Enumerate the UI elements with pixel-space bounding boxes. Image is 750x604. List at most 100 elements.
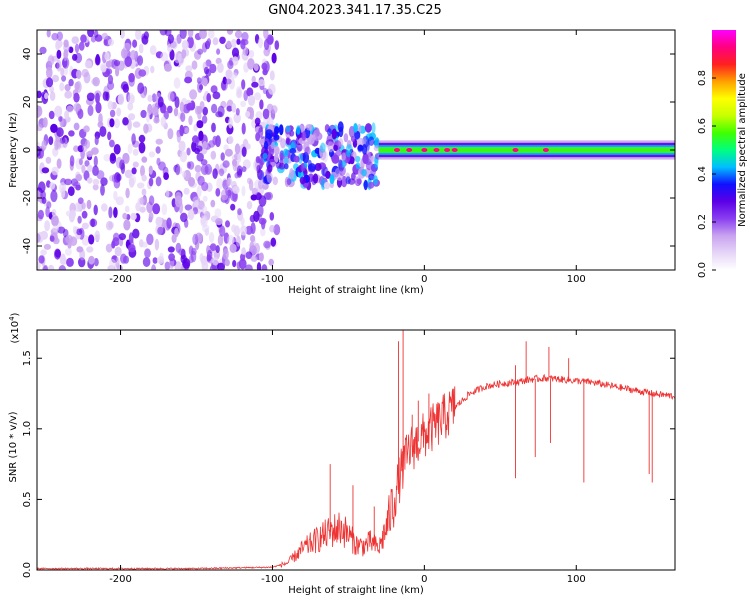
heatmap-cell [113,207,118,218]
heatmap-cell [100,64,107,73]
heatmap-cell [74,202,82,213]
heatmap-cell [113,144,121,155]
heatmap-cell [138,142,146,154]
heatmap-cell [198,130,204,141]
heatmap-cell [69,155,75,167]
heatmap-cell [137,55,144,66]
heatmap-cell [113,190,118,201]
heatmap-cell [201,115,208,124]
heatmap-cell [241,122,246,135]
x-tick-label: -200 [109,574,132,585]
heatmap-cell [231,38,237,48]
heatmap-cell [245,264,253,270]
heatmap-cell [273,153,279,163]
y-tick-label: 0.5 [22,491,33,507]
heatmap-cell [148,151,156,158]
heatmap-cell [231,103,237,113]
heatmap-cell [160,116,167,128]
heatmap-cell [119,159,125,170]
heatmap-cell [246,143,251,150]
heatmap-hotspot [421,148,428,152]
heatmap-cell [45,206,50,218]
heatmap-cell [86,92,95,102]
heatmap-cell [254,242,260,254]
heatmap-cell [234,30,243,39]
heatmap-cell [313,129,321,141]
heatmap-cell [125,187,130,199]
heatmap-cell [64,90,73,99]
heatmap-cell [331,128,337,140]
heatmap-cell [68,130,75,137]
x-tick-label: -200 [109,274,132,285]
heatmap-cell [127,102,134,111]
heatmap-cell [248,179,254,191]
heatmap-cell [226,177,231,187]
heatmap-cell [196,152,204,162]
heatmap-cell [220,152,225,161]
heatmap-cell [117,93,125,106]
heatmap-cell [56,59,62,72]
heatmap-cell [147,94,153,102]
heatmap-cell [371,122,376,134]
heatmap-cell [58,265,66,270]
heatmap-cell [92,178,100,186]
heatmap-cell [181,170,187,178]
heatmap-cell [148,177,154,187]
heatmap-cell [115,257,120,269]
heatmap-cell [227,60,234,70]
heatmap-cell [257,37,263,49]
heatmap-cell [217,62,224,73]
heatmap-cell [81,68,89,78]
heatmap-cell [72,53,78,61]
heatmap-cell [196,145,203,152]
spectrogram-ylabel: Frequency (Hz) [8,112,19,188]
heatmap-cell [209,63,217,74]
heatmap-cell [240,253,246,261]
heatmap-cell [312,173,319,184]
heatmap-cell [115,196,124,206]
y-tick-label: 0 [22,147,33,153]
heatmap-hotspot [433,148,440,152]
heatmap-cell [169,49,175,61]
heatmap-cell [37,261,41,270]
heatmap-cell [135,202,141,212]
heatmap-cell [95,92,100,104]
heatmap-cell [254,92,261,101]
heatmap-cell [155,146,161,154]
heatmap-cell [86,199,92,210]
heatmap-cell [150,65,155,74]
heatmap-cell [174,195,183,208]
heatmap-cell [118,233,127,241]
heatmap-cell [100,177,108,186]
heatmap-cell [222,248,229,260]
heatmap-cell [123,42,131,51]
heatmap-hotspot [451,148,458,152]
heatmap-cell [286,178,292,186]
heatmap-cell [184,204,193,211]
heatmap-cell [215,218,223,226]
heatmap-cell [212,135,218,146]
heatmap-cell [240,225,248,236]
heatmap-cell [155,138,163,145]
heatmap-cell [153,117,160,124]
heatmap-cell [241,31,249,42]
colorbar-gradient [712,30,736,270]
heatmap-cell [182,258,191,269]
heatmap-cell [73,181,81,189]
heatmap-cell [237,151,242,163]
heatmap-cell [163,172,170,181]
colorbar: 0.0 0.2 0.4 0.6 0.8 Normalized spectral ampl… [697,30,748,278]
heatmap-cell [174,261,182,270]
heatmap-cell [157,96,164,108]
chart-title: GN04.2023.341.17.35.C25 [268,3,442,18]
heatmap-cell [56,49,62,60]
heatmap-cell [127,143,133,155]
heatmap-cell [160,52,169,62]
heatmap-hotspot [512,148,519,152]
heatmap-cell [92,76,100,87]
heatmap-cell [356,178,362,185]
heatmap-cell [80,34,87,43]
heatmap-cell [142,257,151,267]
heatmap-cell [173,107,179,117]
heatmap-cell [337,121,344,133]
